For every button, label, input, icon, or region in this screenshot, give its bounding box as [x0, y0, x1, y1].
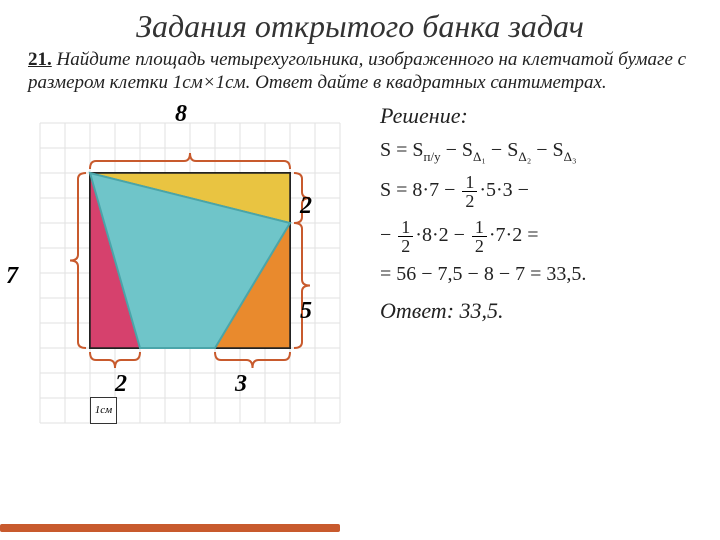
solution-label: Решение: — [380, 103, 720, 129]
formula-2: S = 8·7 − 12·5·3 − — [380, 173, 720, 210]
dim-bottom-left: 2 — [115, 371, 127, 398]
figure-area: 8 7 2 5 2 3 1см — [0, 103, 360, 473]
dim-bottom-right: 3 — [235, 371, 247, 398]
problem-text: Найдите площадь четырехугольника, изобра… — [28, 49, 686, 93]
solution-area: Решение: S = Sп/у − SΔ₁ − SΔ₂ − SΔ₃ S = … — [360, 103, 720, 473]
problem-number: 21. — [28, 49, 52, 70]
formula-3: − 12·8·2 − 12·7·2 = — [380, 218, 720, 255]
dim-left: 7 — [6, 263, 18, 290]
formula-1: S = Sп/у − SΔ₁ − SΔ₂ − SΔ₃ — [380, 139, 720, 165]
dim-top: 8 — [175, 101, 187, 128]
problem-statement: 21. Найдите площадь четырехугольника, из… — [0, 45, 720, 103]
grid-figure — [20, 103, 350, 443]
accent-bar — [0, 524, 340, 532]
dim-right-lower: 5 — [300, 298, 312, 325]
dim-right-upper: 2 — [300, 193, 312, 220]
page-title: Задания открытого банка задач — [0, 0, 720, 45]
answer-label: Ответ: — [380, 298, 454, 323]
answer: Ответ: 33,5. — [380, 298, 720, 324]
formula-4: = 56 − 7,5 − 8 − 7 = 33,5. — [380, 263, 720, 286]
answer-value: 33,5. — [460, 298, 504, 323]
unit-cell: 1см — [90, 397, 117, 424]
